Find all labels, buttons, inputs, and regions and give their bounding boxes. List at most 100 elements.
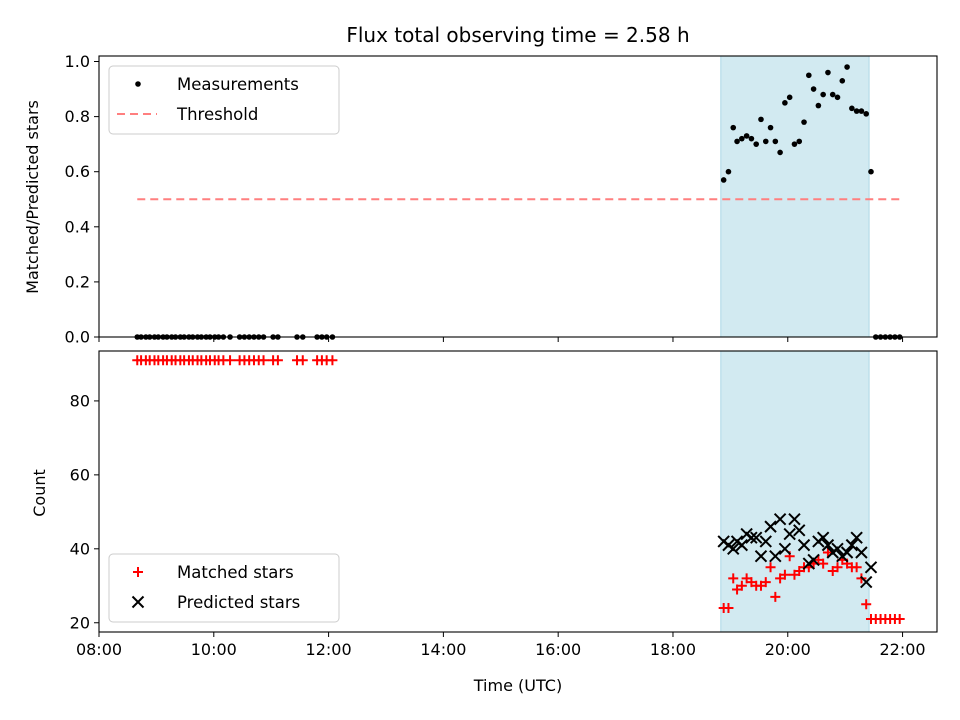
y-tick-label: 0.4 xyxy=(65,217,90,236)
matched-stars-point xyxy=(822,547,833,558)
measurement-point xyxy=(748,135,755,142)
measurement-point xyxy=(834,94,841,101)
measurement-point xyxy=(868,168,874,175)
matched-stars-point xyxy=(832,562,843,573)
measurement-point xyxy=(815,102,822,109)
matched-stars-point xyxy=(736,580,747,591)
measurement-point xyxy=(743,133,750,139)
measurement-point xyxy=(777,149,783,156)
x-tick-label: 08:00 xyxy=(76,640,122,659)
x-axis-label: Time (UTC) xyxy=(473,676,562,695)
y-tick-label: 0.2 xyxy=(65,272,90,291)
predicted-stars-point xyxy=(850,531,863,544)
predicted-stars-point xyxy=(735,538,749,552)
measurement-point xyxy=(739,135,745,142)
measurement-point xyxy=(844,64,850,70)
matched-stars-point xyxy=(894,614,905,625)
top-y-axis-label: Matched/Predicted stars xyxy=(23,100,42,294)
legend: Matched stars Predicted stars xyxy=(108,553,340,623)
predicted-stars-point xyxy=(773,513,787,526)
measurement-point xyxy=(730,124,737,131)
predicted-stars-point xyxy=(821,538,835,552)
y-tick-label: 0.8 xyxy=(65,107,90,126)
y-tick-label: 80 xyxy=(70,391,90,410)
series-predicted-stars xyxy=(717,513,878,589)
y-tick-label: 0.0 xyxy=(65,328,90,347)
matched-stars-point xyxy=(297,355,308,366)
y-tick-label: 40 xyxy=(70,539,90,558)
observing-span xyxy=(720,350,870,633)
matched-stars-point xyxy=(861,599,872,610)
y-tick-label: 60 xyxy=(70,465,90,484)
matched-stars-point xyxy=(779,569,790,580)
matched-stars-point xyxy=(851,562,862,573)
predicted-stars-point xyxy=(783,527,796,541)
predicted-stars-point xyxy=(816,531,830,544)
predicted-stars-point xyxy=(845,538,859,552)
matched-stars-point xyxy=(225,355,236,366)
measurement-point xyxy=(853,108,860,114)
predicted-stars-point xyxy=(860,575,873,589)
measurement-point xyxy=(820,91,826,98)
matched-stars-point xyxy=(760,577,771,588)
count-axes: 20 40 60 80 08:00 10:00 12:00 14:00 16:00 18:00 20… xyxy=(70,350,938,659)
measurement-point xyxy=(810,86,817,92)
measurement-point xyxy=(839,77,846,84)
predicted-stars-point xyxy=(840,546,854,559)
x-tick-label: 10:00 xyxy=(191,640,237,659)
predicted-stars-point xyxy=(855,546,868,559)
x-tick-label: 16:00 xyxy=(535,640,581,659)
measurement-point xyxy=(772,138,779,145)
matched-stars-point xyxy=(327,355,338,366)
x-tick-label: 22:00 xyxy=(880,640,926,659)
measurement-point xyxy=(796,138,803,145)
predicted-stars-point xyxy=(778,542,792,556)
observing-span xyxy=(720,55,870,338)
measurement-point xyxy=(791,141,798,147)
measurement-point xyxy=(858,108,865,114)
measurement-point xyxy=(825,69,831,76)
chart-title: Flux total observing time = 2.58 h xyxy=(346,23,689,47)
x-tick-label: 12:00 xyxy=(306,640,352,659)
legend-measurement-swatch xyxy=(135,81,141,87)
measurement-point xyxy=(786,94,793,101)
measurement-point xyxy=(806,72,812,79)
measurement-point xyxy=(767,124,774,131)
measurement-point xyxy=(849,105,855,112)
predicted-stars-point xyxy=(745,531,758,544)
predicted-stars-point xyxy=(769,549,782,563)
measurement-point xyxy=(801,119,807,125)
legend-label: Threshold xyxy=(176,105,258,124)
measurement-point xyxy=(725,168,732,175)
predicted-stars-point xyxy=(754,549,768,563)
x-tick-label: 20:00 xyxy=(765,640,811,659)
measurement-point xyxy=(720,177,727,183)
legend-label: Measurements xyxy=(177,75,299,94)
predicted-stars-point xyxy=(793,524,806,537)
ratio-axes: 0.0 0.2 0.4 0.6 0.8 1.0 Measurements Threshold xyxy=(65,52,938,347)
bottom-y-axis-label: Count xyxy=(30,469,49,517)
predicted-stars-point xyxy=(788,513,801,526)
matched-stars-point xyxy=(728,573,739,584)
legend-predicted-swatch xyxy=(131,595,145,609)
legend-label: Predicted stars xyxy=(177,593,300,612)
measurement-point xyxy=(762,138,769,145)
predicted-stars-point xyxy=(727,542,740,556)
y-tick-label: 1.0 xyxy=(65,52,90,71)
measurement-point xyxy=(782,100,788,106)
predicted-stars-point xyxy=(764,520,777,533)
matched-stars-point xyxy=(258,355,269,366)
matched-stars-point xyxy=(765,562,776,573)
matched-stars-point xyxy=(770,591,781,602)
plot-frame xyxy=(98,55,938,338)
legend-label: Matched stars xyxy=(177,563,294,582)
legend: Measurements Threshold xyxy=(108,65,340,135)
y-tick-label: 0.6 xyxy=(65,162,90,181)
predicted-stars-point xyxy=(797,538,811,552)
predicted-stars-point xyxy=(749,531,763,544)
legend-frame xyxy=(108,553,340,623)
predicted-stars-point xyxy=(831,542,844,556)
predicted-stars-point xyxy=(807,553,820,567)
measurement-point xyxy=(829,91,836,98)
